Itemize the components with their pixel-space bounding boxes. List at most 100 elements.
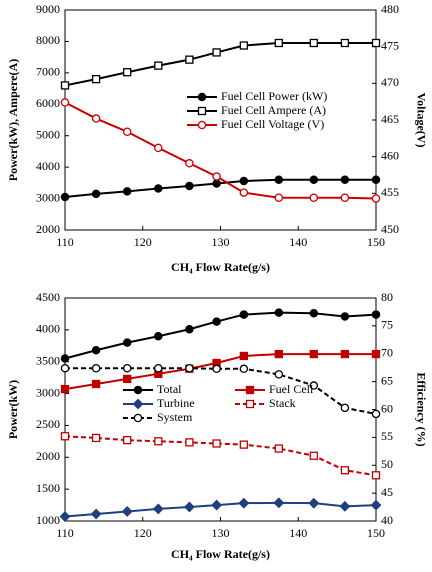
legend-label: Fuel Cell Voltage (V) — [221, 117, 324, 131]
marker — [340, 466, 350, 475]
marker — [238, 497, 250, 509]
y-tick-label: 6000 — [36, 96, 60, 110]
x-tick-label: 130 — [212, 235, 230, 249]
marker — [340, 38, 350, 48]
y-tick-label: 9000 — [36, 2, 60, 16]
y-tick-label: 4000 — [36, 159, 60, 173]
marker — [239, 310, 249, 319]
marker — [371, 471, 381, 480]
legend-label: Turbine — [157, 396, 195, 410]
x-tick-label: 120 — [134, 526, 152, 540]
marker — [308, 497, 320, 509]
marker — [340, 193, 350, 202]
legend-label: Fuel Cell Power (kW) — [221, 89, 327, 103]
marker — [91, 74, 101, 84]
marker — [60, 432, 70, 441]
marker — [154, 437, 163, 446]
y2-tick-label: 480 — [381, 2, 399, 16]
y2-axis-title: Voltage(V) — [414, 93, 428, 148]
marker — [340, 403, 350, 413]
legend-marker — [245, 399, 255, 409]
y2-tick-label: 60 — [381, 401, 393, 415]
y2-tick-label: 465 — [381, 112, 399, 126]
y-tick-label: 7000 — [36, 65, 60, 79]
marker — [183, 501, 195, 513]
y-tick-label: 4500 — [36, 290, 60, 304]
marker — [121, 506, 133, 517]
marker — [185, 363, 194, 373]
marker — [185, 159, 194, 168]
marker — [154, 61, 163, 70]
marker — [185, 438, 194, 447]
marker — [123, 436, 132, 445]
y2-tick-label: 65 — [381, 373, 393, 387]
y2-tick-label: 470 — [381, 75, 399, 89]
legend-marker — [245, 385, 255, 395]
marker — [91, 363, 101, 373]
marker — [154, 143, 163, 153]
y-tick-label: 2000 — [36, 222, 60, 236]
marker — [90, 508, 102, 520]
marker — [239, 176, 249, 186]
marker — [60, 81, 70, 90]
y2-tick-label: 460 — [381, 148, 399, 162]
marker — [339, 500, 351, 512]
y-tick-label: 1500 — [36, 481, 60, 495]
marker — [370, 499, 382, 511]
x-tick-label: 150 — [367, 526, 385, 540]
marker — [309, 309, 319, 318]
y-tick-label: 8000 — [36, 33, 60, 47]
y2-tick-label: 50 — [381, 457, 393, 471]
y2-tick-label: 80 — [381, 290, 393, 304]
marker — [122, 363, 132, 373]
x-tick-label: 120 — [134, 235, 152, 249]
legend-marker — [133, 413, 143, 423]
marker — [309, 349, 318, 359]
marker — [212, 364, 221, 374]
legend-marker — [197, 106, 207, 116]
marker — [60, 192, 70, 202]
legend-label: Fuel Cell Ampere (A) — [221, 103, 326, 117]
y2-tick-label: 75 — [381, 318, 393, 332]
marker — [309, 175, 319, 184]
marker — [274, 193, 284, 202]
marker — [371, 349, 381, 359]
marker — [154, 331, 163, 341]
x-axis-title: CH₄ Flow Rate(g/s) — [171, 547, 270, 561]
y-tick-label: 3000 — [36, 190, 60, 204]
marker — [91, 433, 101, 443]
y-tick-label: 2500 — [36, 417, 60, 431]
y-tick-label: 3500 — [36, 353, 60, 367]
marker — [340, 349, 350, 359]
legend-label: Fuel Cell — [269, 382, 314, 396]
marker — [371, 409, 381, 419]
marker — [309, 38, 318, 48]
y-tick-label: 3000 — [36, 385, 60, 399]
y-axis-title: Power(kW) — [6, 380, 20, 439]
marker — [212, 172, 221, 181]
y2-tick-label: 70 — [381, 346, 393, 360]
marker — [274, 444, 283, 453]
marker — [274, 370, 284, 379]
marker — [274, 308, 284, 317]
marker — [273, 497, 285, 509]
x-tick-label: 140 — [289, 526, 307, 540]
marker — [239, 351, 248, 361]
marker — [371, 38, 381, 48]
marker — [340, 312, 350, 321]
y2-tick-label: 455 — [381, 185, 399, 199]
legend-marker — [133, 385, 143, 395]
legend-label: Total — [157, 382, 182, 396]
marker — [239, 188, 249, 197]
marker — [60, 384, 70, 394]
y2-axis-title: Efficiency (%) — [414, 372, 428, 446]
marker — [212, 317, 221, 326]
marker — [239, 440, 248, 449]
marker — [152, 503, 164, 515]
y2-tick-label: 450 — [381, 222, 399, 236]
x-tick-label: 130 — [212, 526, 230, 540]
legend-marker — [132, 398, 144, 410]
x-tick-label: 110 — [56, 235, 74, 249]
marker — [239, 364, 249, 374]
marker — [91, 379, 101, 389]
